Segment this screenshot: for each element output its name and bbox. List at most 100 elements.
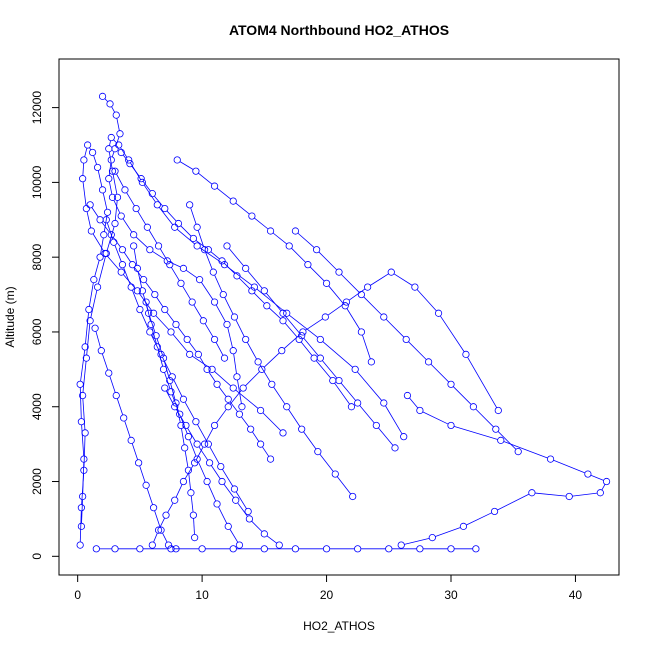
series-segment <box>81 424 85 456</box>
series-segment <box>148 229 158 244</box>
data-point <box>357 328 365 336</box>
x-tick-label: 30 <box>444 588 458 602</box>
data-point <box>210 335 219 344</box>
data-point <box>91 324 99 332</box>
series-segment <box>340 274 360 293</box>
data-point <box>127 283 135 291</box>
series-segment <box>152 251 165 260</box>
series-segment <box>318 251 338 271</box>
data-point <box>279 309 287 317</box>
data-point <box>171 223 179 231</box>
series-segment <box>92 233 104 251</box>
data-point <box>105 369 113 377</box>
series-segment <box>79 510 82 542</box>
series-segment <box>228 248 244 267</box>
data-point <box>111 545 119 553</box>
series-segment <box>88 282 94 307</box>
data-point <box>81 343 89 351</box>
data-point <box>133 264 141 272</box>
data-point <box>118 246 127 254</box>
data-point <box>230 313 239 321</box>
data-point <box>224 522 232 530</box>
series-segment <box>370 273 389 286</box>
series-segment <box>179 161 194 170</box>
series-segment <box>359 405 375 424</box>
data-point <box>161 305 169 314</box>
series-segment <box>93 155 97 165</box>
series-segment <box>204 323 214 337</box>
data-point <box>138 178 146 186</box>
data-point <box>161 384 169 392</box>
data-point <box>84 141 92 149</box>
series-segment <box>266 535 277 544</box>
series-9 <box>173 156 375 366</box>
series-segment <box>466 512 492 526</box>
data-point <box>148 541 156 549</box>
series-segment <box>193 518 195 535</box>
series-segment <box>262 446 270 457</box>
series-segment <box>91 207 99 218</box>
data-point <box>224 403 232 411</box>
series-segment <box>348 288 366 301</box>
series-segment <box>111 106 116 113</box>
data-point <box>428 534 436 542</box>
data-point <box>120 414 128 422</box>
series-segment <box>139 465 146 483</box>
data-point <box>298 425 306 433</box>
data-point <box>260 287 268 295</box>
series-segment <box>123 267 131 285</box>
data-point <box>492 425 500 433</box>
series-segment <box>116 398 124 416</box>
series-segment <box>106 222 114 240</box>
series-segment <box>101 353 109 371</box>
data-point <box>107 156 115 164</box>
data-point <box>107 133 115 142</box>
series-segment <box>131 443 139 460</box>
data-point <box>97 347 105 355</box>
series-segment <box>430 363 450 383</box>
data-point <box>298 332 306 340</box>
data-point <box>283 309 291 317</box>
series-segment <box>102 192 108 210</box>
data-point <box>291 227 300 235</box>
series-segment <box>166 210 177 222</box>
series-segment <box>190 207 197 225</box>
series-segment <box>167 502 174 513</box>
data-point <box>204 246 212 254</box>
data-point <box>424 358 433 366</box>
data-point <box>335 268 343 276</box>
data-point <box>111 145 119 153</box>
data-point <box>136 305 144 314</box>
series-segment <box>113 200 121 214</box>
data-point <box>77 522 86 530</box>
data-point <box>117 268 125 276</box>
data-point <box>434 309 443 317</box>
data-point <box>220 261 229 269</box>
data-point <box>217 462 225 471</box>
data-point <box>102 216 110 224</box>
data-point <box>108 193 117 201</box>
data-point <box>233 272 241 280</box>
series-segment <box>82 398 86 430</box>
series-1 <box>76 141 287 530</box>
series-segment <box>309 266 325 282</box>
data-point <box>335 376 343 385</box>
series-4 <box>98 92 246 411</box>
series-segment <box>108 163 112 176</box>
series-segment <box>334 382 350 405</box>
series-2 <box>76 133 408 549</box>
series-segment <box>452 386 472 405</box>
series-segment <box>137 211 147 225</box>
data-point <box>447 545 455 553</box>
data-point <box>528 489 536 497</box>
data-point <box>250 283 258 291</box>
data-point <box>167 545 175 553</box>
series-segment <box>363 296 382 316</box>
data-point <box>201 246 209 254</box>
series-segment <box>86 211 92 228</box>
series-segment <box>315 360 332 379</box>
series-segment <box>273 386 286 405</box>
series-segment <box>385 318 405 338</box>
series-segment <box>159 517 165 528</box>
data-point <box>179 477 188 486</box>
